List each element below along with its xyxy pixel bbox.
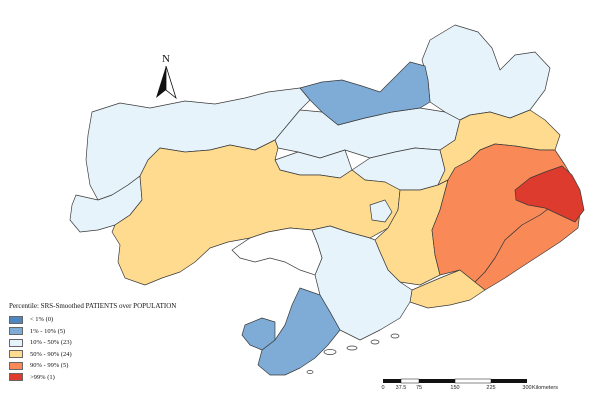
scale-tick: 150 [450, 385, 459, 391]
scale-tick: 300 [522, 385, 531, 391]
legend-swatch [9, 327, 23, 336]
legend-swatch [9, 350, 23, 359]
legend-swatch [9, 315, 23, 324]
map-region [241, 317, 276, 351]
map-region [514, 165, 585, 223]
legend-item: 90% - 99% (5) [9, 360, 209, 372]
legend-label: >99% (1) [30, 373, 55, 381]
legend-label: 50% - 90% (24) [30, 350, 72, 358]
legend-label: < 1% (0) [30, 316, 54, 324]
scale-tick: 0 [381, 385, 384, 391]
map-region [374, 179, 449, 286]
map-region [421, 24, 551, 121]
legend-label: 10% - 50% (23) [30, 339, 72, 347]
map-region [409, 269, 486, 309]
north-label: N [162, 53, 170, 65]
legend: Percentile: SRS-Smoothed PATIENTS over P… [9, 302, 209, 383]
bay-water [231, 227, 323, 276]
island [390, 333, 400, 339]
legend-item: 10% - 50% (23) [9, 337, 209, 349]
legend-swatch [9, 373, 23, 382]
scale-tick: 37.5 [396, 385, 407, 391]
map-region [311, 225, 413, 341]
legend-item: 1% - 10% (5) [9, 326, 209, 338]
scale-unit: Kilometers [532, 385, 558, 391]
map-region [299, 61, 431, 126]
island [346, 345, 358, 351]
legend-title: Percentile: SRS-Smoothed PATIENTS over P… [9, 302, 177, 310]
scale-tick: 75 [416, 385, 422, 391]
map-region [474, 199, 581, 291]
scale-bar: 0 37.5 75 150 225 300 Kilometers [381, 378, 558, 391]
island [323, 349, 337, 355]
legend-swatch [9, 338, 23, 347]
legend-item: 50% - 90% (24) [9, 349, 209, 361]
island [370, 339, 380, 345]
map-region [369, 199, 393, 223]
scale-tick: 225 [486, 385, 495, 391]
north-arrow-icon [156, 65, 177, 100]
island [306, 370, 314, 374]
legend-item: >99% (1) [9, 372, 209, 384]
legend-swatch [9, 361, 23, 370]
legend-item: < 1% (0) [9, 314, 209, 326]
map-region [257, 287, 341, 376]
legend-label: 1% - 10% (5) [30, 327, 66, 335]
legend-label: 90% - 99% (5) [30, 362, 69, 370]
